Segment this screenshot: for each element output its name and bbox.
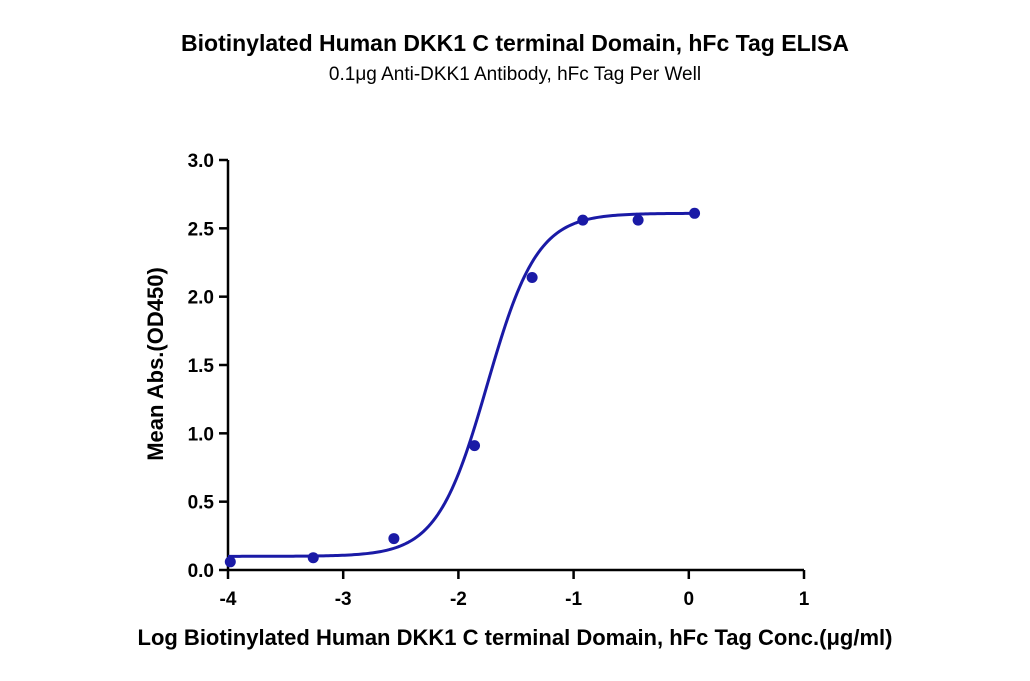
chart-title: Biotinylated Human DKK1 C terminal Domai… [181,30,849,56]
y-tick-label: 1.0 [188,424,214,445]
y-tick-label: 3.0 [188,151,214,172]
y-tick-label: 0.0 [188,561,214,582]
x-tick-label: -4 [220,589,237,610]
x-tick-label: 0 [684,589,695,610]
axes: 0.0 0.5 1.0 1.5 2.0 2.5 3.0 -4 -3 -2 -1 0 1 [188,151,810,610]
data-point [632,214,644,226]
x-tick-label: -2 [450,589,467,610]
x-tick-label: -1 [565,589,582,610]
data-point [224,556,236,568]
y-tick-label: 2.5 [188,219,215,240]
chart-subtitle: 0.1μg Anti-DKK1 Antibody, hFc Tag Per We… [328,64,702,85]
y-tick-label: 1.5 [188,356,215,377]
data-point [469,440,481,452]
y-tick-label: 2.0 [188,288,214,309]
data-point [388,533,400,545]
x-tick-label: 1 [799,589,810,610]
fit-curve [228,211,695,558]
data-point [307,552,319,564]
data-point [689,207,701,219]
data-point [577,214,589,226]
data-points [224,207,701,568]
y-tick-label: 0.5 [188,493,215,514]
data-point [526,272,538,284]
x-tick-label: -3 [335,589,352,610]
y-axis-label: Mean Abs.(OD450) [143,267,168,461]
x-axis-label: Log Biotinylated Human DKK1 C terminal D… [138,625,893,650]
